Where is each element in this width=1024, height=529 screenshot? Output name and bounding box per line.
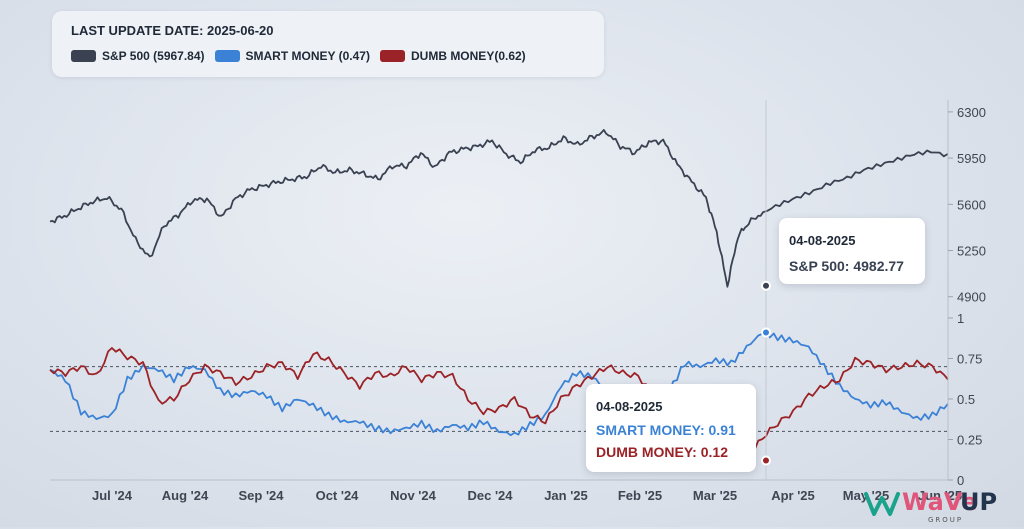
dumb-money-line	[49, 347, 949, 459]
smart-money-line	[49, 331, 949, 438]
upper-tick-label: 6300	[957, 105, 986, 120]
legend-item-sp500[interactable]: S&P 500 (5967.84)	[71, 49, 205, 63]
x-tick-label: Oct '24	[316, 488, 360, 503]
x-tick-label: Jul '24	[92, 488, 133, 503]
lower-tick-label: 0.75	[957, 351, 982, 366]
tooltip-sp500: 04-08-2025 S&P 500: 4982.77	[779, 218, 925, 284]
grid-layer	[50, 366, 948, 432]
x-tick-label: Sep '24	[238, 488, 284, 503]
legend-panel: LAST UPDATE DATE: 2025-06-20 S&P 500 (59…	[52, 11, 604, 77]
legend-swatch-dumb-money	[379, 50, 405, 62]
upper-tick-label: 5600	[957, 197, 986, 212]
lower-tick-label: 1	[957, 311, 964, 326]
logo-text-up: UP	[960, 488, 997, 516]
sp500-plot-area	[49, 129, 949, 288]
x-tick-label: Jun '25	[918, 488, 962, 503]
x-tick-label: Jan '25	[544, 488, 588, 503]
last-update-label: LAST UPDATE DATE: 2025-06-20	[71, 23, 274, 38]
tooltip-smart-money-value: SMART MONEY: 0.91	[596, 422, 736, 438]
legend-swatch-smart-money	[214, 50, 240, 62]
waveup-logo: WaVe UP GROUP	[862, 484, 1012, 524]
axis-layer: 6300 5950 5600 5250 4900 1 0.75 0.5 0.25 0 Jul '24…	[50, 100, 986, 503]
lower-tick-label: 0.25	[957, 432, 982, 447]
sentiment-plot-area	[49, 331, 949, 459]
tooltip-dumb-money-value: DUMB MONEY: 0.12	[596, 444, 728, 460]
logo-text-wave: WaVe	[902, 488, 977, 516]
legend-item-dumb-money[interactable]: DUMB MONEY(0.62)	[379, 49, 526, 63]
smart-money-highlight-point	[761, 327, 771, 338]
legend-items: S&P 500 (5967.84) SMART MONEY (0.47) DUM…	[71, 49, 536, 63]
legend-label-sp500: S&P 500 (5967.84)	[102, 49, 205, 63]
x-tick-label: Aug '24	[162, 488, 209, 503]
x-tick-label: Dec '24	[467, 488, 513, 503]
x-tick-label: Apr '25	[771, 488, 815, 503]
tooltip-sp500-value: S&P 500: 4982.77	[789, 258, 904, 274]
tooltip-sentiment-date: 04-08-2025	[596, 399, 663, 414]
upper-tick-label: 5250	[957, 244, 986, 259]
upper-tick-label: 4900	[957, 290, 986, 305]
x-tick-label: Mar '25	[693, 488, 737, 503]
legend-swatch-sp500	[71, 50, 96, 62]
x-tick-label: Feb '25	[618, 488, 662, 503]
lower-tick-label: 0.5	[957, 392, 975, 407]
sp500-highlight-point	[761, 280, 771, 291]
marker-layer	[761, 100, 771, 480]
sp500-line	[49, 129, 949, 288]
legend-item-smart-money[interactable]: SMART MONEY (0.47)	[214, 49, 370, 63]
tooltip-sp500-date: 04-08-2025	[789, 233, 856, 248]
dumb-money-highlight-point	[761, 455, 771, 466]
tooltip-sentiment: 04-08-2025 SMART MONEY: 0.91 DUMB MONEY:…	[586, 384, 756, 472]
x-tick-label: Nov '24	[390, 488, 436, 503]
legend-label-dumb-money: DUMB MONEY(0.62)	[410, 49, 526, 63]
upper-tick-label: 5950	[957, 151, 986, 166]
lower-tick-label: 0	[957, 473, 964, 488]
legend-label-smart-money: SMART MONEY (0.47)	[245, 49, 370, 63]
logo-subtext: GROUP	[928, 516, 963, 524]
